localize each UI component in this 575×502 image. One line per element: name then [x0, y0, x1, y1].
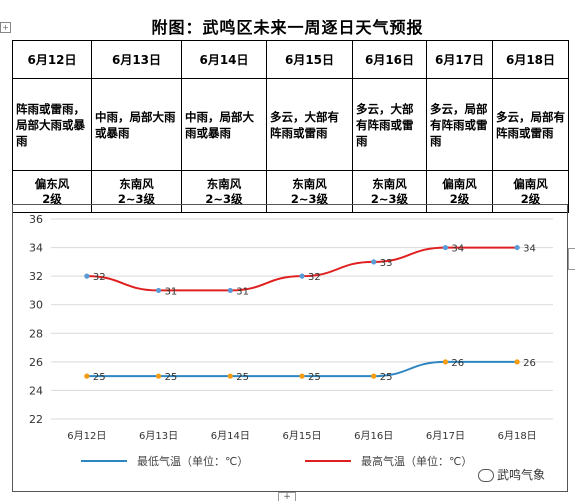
wind-direction: 东南风 [206, 176, 242, 191]
add-row-handle-icon[interactable]: + [278, 492, 296, 502]
x-tick-label: 6月16日 [354, 430, 393, 442]
date-cell: 6月15日 [266, 40, 353, 79]
wind-direction: 偏东风 [34, 176, 70, 191]
weather-cell: 阵雨或雷雨，局部大雨或暴雨 [12, 78, 92, 171]
weather-cell: 多云，局部有阵雨或雷雨 [426, 78, 493, 171]
y-tick-label: 26 [29, 356, 43, 369]
data-point [155, 373, 162, 379]
wind-level: 2级 [520, 191, 541, 206]
x-tick-label: 6月18日 [498, 430, 537, 442]
x-tick-label: 6月13日 [139, 430, 178, 442]
wind-direction: 偏南风 [513, 176, 548, 191]
wind-cell: 东南风 2~3级 [266, 170, 353, 213]
wind-direction: 偏南风 [442, 176, 477, 191]
data-label: 32 [308, 272, 321, 283]
weather-cell: 多云，大部有阵雨或雷雨 [352, 78, 427, 171]
data-label: 34 [523, 244, 536, 255]
date-cell: 6月13日 [91, 40, 182, 79]
data-point [84, 373, 90, 379]
temperature-chart: 22 24 26 28 30 32 34 36 6月12日 6月13日 6月14日 6月15日 6月16… [12, 204, 568, 492]
forecast-table: 6月12日 6月13日 6月14日 6月15日 6月16日 6月17日 6月18… [12, 40, 569, 213]
page-title: 附图：武鸣区未来一周逐日天气预报 [151, 18, 424, 37]
wind-cell: 偏南风 2级 [426, 170, 493, 213]
data-label: 25 [93, 372, 106, 383]
wind-level: 2级 [42, 191, 62, 206]
y-tick-label: 34 [29, 242, 43, 255]
weather-cell: 中雨，局部大雨或暴雨 [181, 78, 267, 171]
wind-cell: 东南风 2~3级 [352, 170, 427, 213]
data-label: 33 [380, 258, 393, 269]
wind-level: 2~3级 [117, 191, 156, 206]
data-label: 32 [93, 272, 106, 283]
data-point [371, 373, 377, 379]
date-cell: 6月17日 [426, 40, 493, 79]
wind-level: 2级 [449, 191, 470, 206]
data-point [514, 244, 520, 251]
weather-row: 阵雨或雷雨，局部大雨或暴雨 中雨，局部大雨或暴雨 中雨，局部大雨或暴雨 多云，大… [12, 78, 569, 171]
x-tick-label: 6月14日 [211, 430, 250, 442]
y-tick-label: 36 [29, 213, 43, 226]
date-row: 6月12日 6月13日 6月14日 6月15日 6月16日 6月17日 6月18… [12, 40, 569, 79]
weather-cell: 多云，大部有阵雨或雷雨 [266, 78, 353, 171]
data-label: 25 [308, 372, 321, 383]
data-point [514, 359, 520, 365]
date-cell: 6月18日 [492, 40, 569, 79]
wind-cell: 偏东风 2级 [12, 170, 92, 213]
data-point [155, 287, 162, 294]
wind-direction: 东南风 [372, 176, 407, 191]
watermark-text: 武鸣气象 [497, 468, 546, 482]
wind-level: 2~3级 [370, 191, 409, 206]
data-point [299, 273, 305, 279]
x-tick-label: 6月15日 [282, 430, 321, 442]
data-point [442, 244, 449, 251]
data-label: 25 [165, 372, 178, 383]
legend-label: 最高气温（单位：℃） [361, 454, 472, 468]
data-label: 31 [165, 286, 178, 297]
y-tick-label: 24 [29, 384, 43, 397]
data-point [84, 273, 90, 279]
data-point [371, 259, 377, 265]
data-label: 31 [236, 286, 249, 297]
temperature-line-chart: 22 24 26 28 30 32 34 36 6月12日 6月13日 6月14日 6月15日 6月16… [29, 213, 553, 468]
date-cell: 6月14日 [181, 40, 267, 79]
move-handle-icon[interactable]: + [0, 22, 11, 33]
y-tick-label: 22 [29, 413, 43, 426]
x-tick-label: 6月17日 [426, 430, 465, 442]
date-cell: 6月12日 [12, 40, 92, 79]
data-point [299, 373, 305, 379]
wind-row: 偏东风 2级 东南风 2~3级 东南风 2~3级 东南风 2~3级 东南风 2~3级 偏南… [12, 170, 569, 213]
wind-cell: 东南风 2~3级 [91, 170, 182, 213]
wind-cell: 偏南风 2级 [492, 170, 569, 213]
data-label: 26 [451, 358, 464, 369]
wechat-icon [478, 469, 494, 482]
data-label: 34 [451, 244, 464, 255]
data-point [442, 359, 449, 365]
legend-label: 最低气温（单位：℃） [137, 454, 248, 468]
resize-handle[interactable] [568, 248, 575, 270]
weather-cell: 多云，局部有阵雨或雷雨 [492, 78, 569, 171]
data-point [227, 373, 233, 379]
y-tick-label: 30 [29, 299, 43, 312]
data-label: 25 [236, 372, 249, 383]
data-point [227, 287, 233, 294]
wind-level: 2~3级 [205, 191, 243, 206]
y-tick-label: 28 [29, 327, 43, 340]
data-label: 26 [523, 358, 536, 369]
y-tick-label: 32 [29, 270, 43, 283]
wind-direction: 东南风 [292, 176, 327, 191]
weather-cell: 中雨，局部大雨或暴雨 [91, 78, 182, 171]
wind-level: 2~3级 [290, 191, 329, 206]
x-tick-label: 6月12日 [67, 430, 106, 442]
watermark: 武鸣气象 [478, 466, 545, 483]
date-cell: 6月16日 [352, 40, 427, 79]
data-label: 25 [380, 372, 393, 383]
wind-direction: 东南风 [119, 176, 154, 191]
